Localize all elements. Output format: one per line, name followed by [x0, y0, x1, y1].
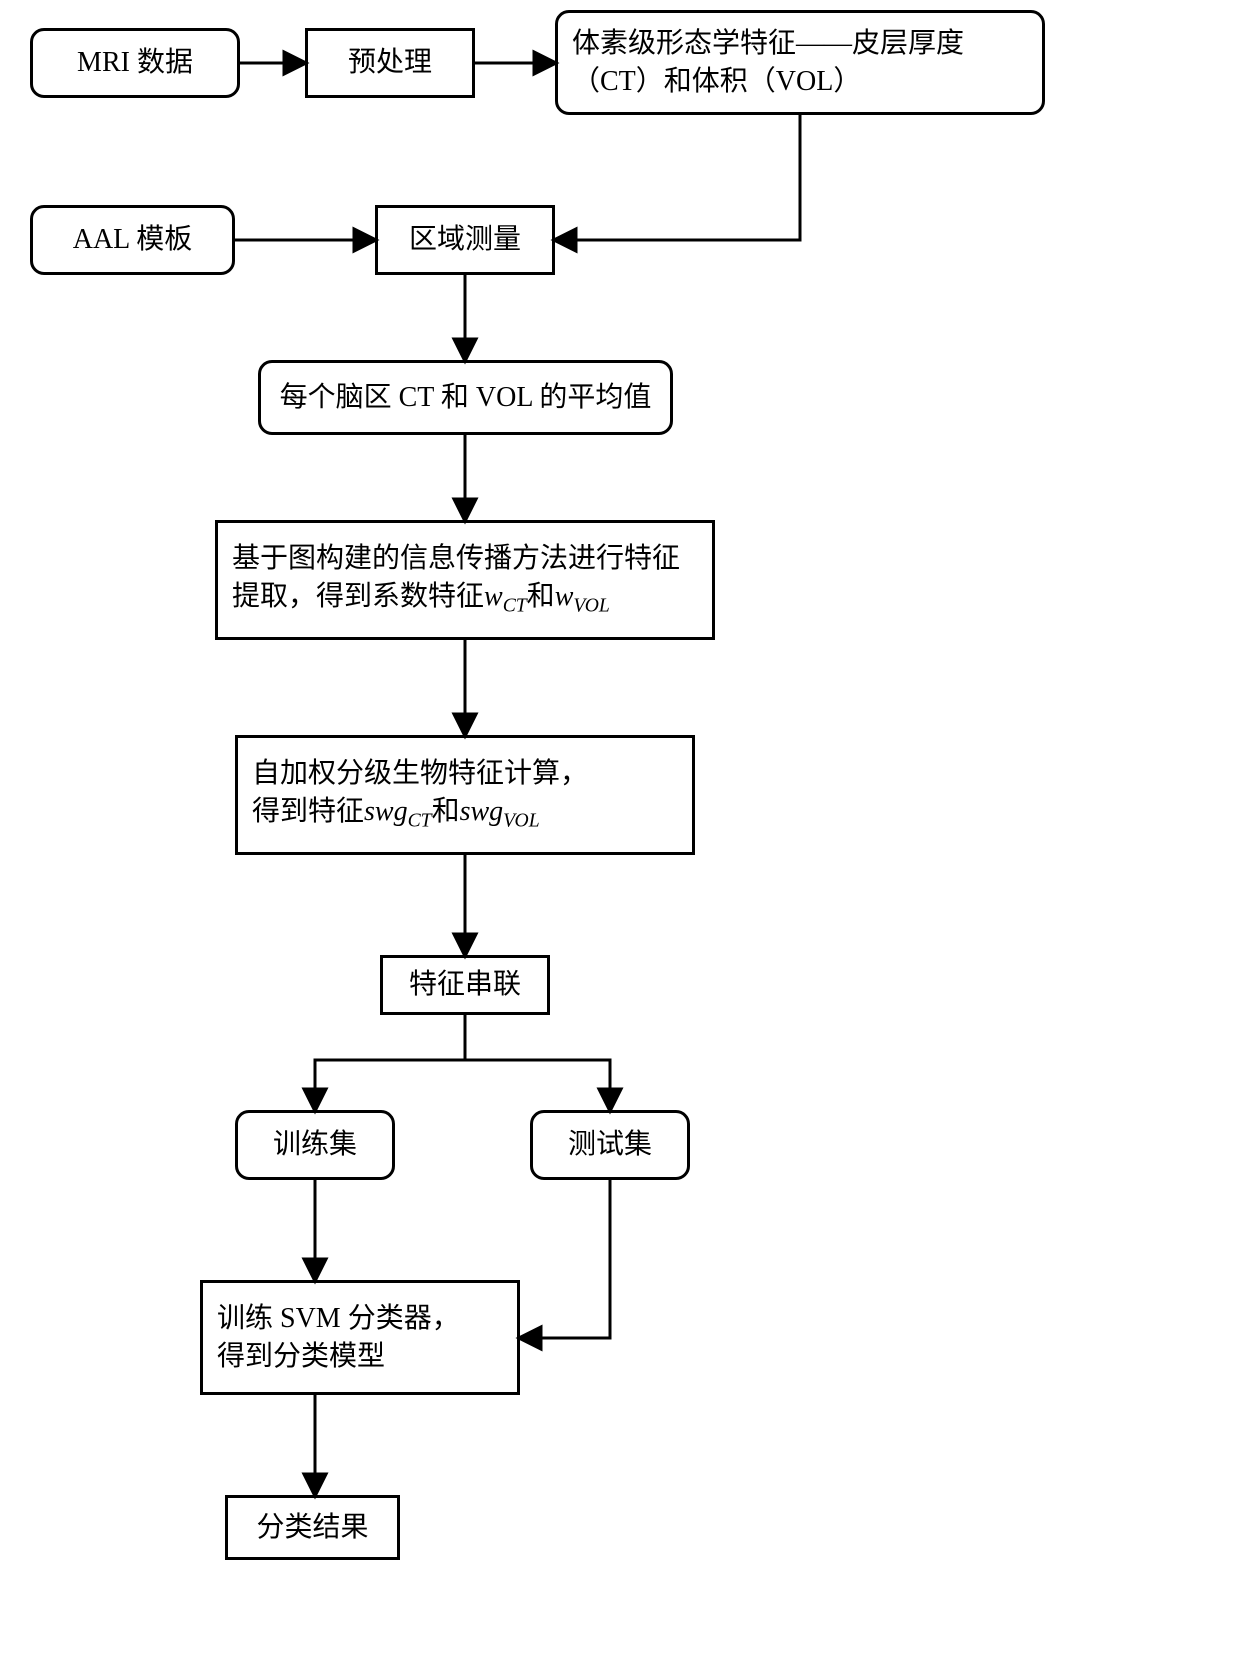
node-train: 训练集	[235, 1110, 395, 1180]
label: 训练集	[273, 1126, 357, 1164]
label: 自加权分级生物特征计算，得到特征swgCT和swgVOL	[252, 755, 588, 835]
label: 分类结果	[256, 1509, 368, 1547]
node-svm: 训练 SVM 分类器，得到分类模型	[200, 1280, 520, 1395]
node-voxel: 体素级形态学特征——皮层厚度（CT）和体积（VOL）	[555, 10, 1045, 115]
node-region: 区域测量	[375, 205, 555, 275]
label: 测试集	[568, 1126, 652, 1164]
label: 特征串联	[409, 966, 521, 1004]
node-avg: 每个脑区 CT 和 VOL 的平均值	[258, 360, 673, 435]
node-aal: AAL 模板	[30, 205, 235, 275]
label: 区域测量	[409, 221, 521, 259]
label: 体素级形态学特征——皮层厚度（CT）和体积（VOL）	[572, 25, 1028, 101]
label: AAL 模板	[73, 221, 193, 259]
node-test: 测试集	[530, 1110, 690, 1180]
node-preprocess: 预处理	[305, 28, 475, 98]
label: 每个脑区 CT 和 VOL 的平均值	[280, 379, 652, 417]
edge-test-svm	[520, 1180, 610, 1338]
node-mri: MRI 数据	[30, 28, 240, 98]
node-concat: 特征串联	[380, 955, 550, 1015]
node-result: 分类结果	[225, 1495, 400, 1560]
label: 基于图构建的信息传播方法进行特征提取，得到系数特征wCT和wVOL	[232, 540, 698, 620]
edge-concat-test	[465, 1015, 610, 1110]
label: 训练 SVM 分类器，得到分类模型	[217, 1300, 460, 1376]
node-graph: 基于图构建的信息传播方法进行特征提取，得到系数特征wCT和wVOL	[215, 520, 715, 640]
edge-concat-train	[315, 1015, 465, 1110]
label: MRI 数据	[77, 44, 193, 82]
label: 预处理	[348, 44, 432, 82]
edge-voxel-region	[555, 115, 800, 240]
node-selfw: 自加权分级生物特征计算，得到特征swgCT和swgVOL	[235, 735, 695, 855]
